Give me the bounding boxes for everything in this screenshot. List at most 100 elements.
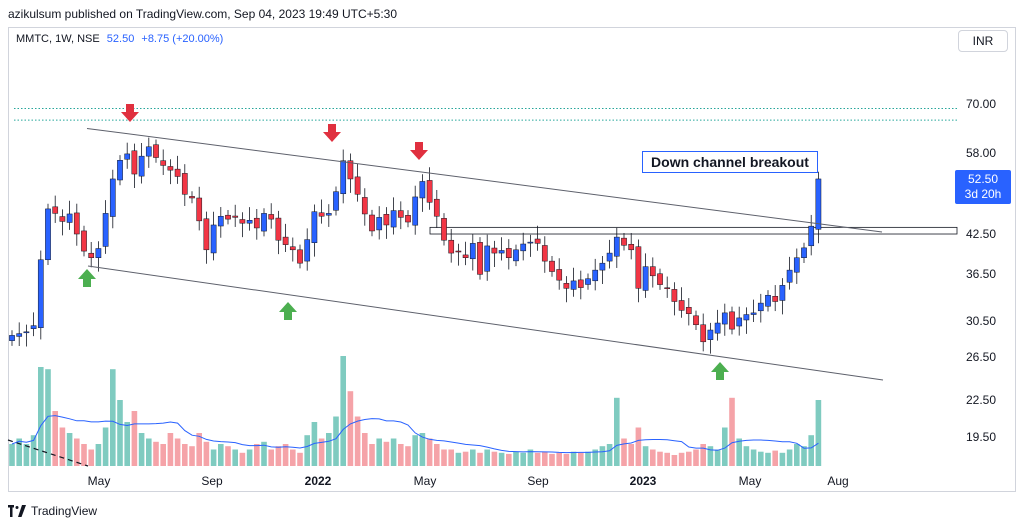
volume-bar xyxy=(722,427,728,466)
candle-body xyxy=(37,259,44,328)
volume-bar xyxy=(434,444,440,466)
candle-body xyxy=(354,176,361,195)
up-arrow-icon xyxy=(78,269,96,287)
candle-body xyxy=(23,331,30,334)
volume-bar xyxy=(606,444,613,466)
candle-body xyxy=(9,335,15,341)
volume-ma-layer xyxy=(7,415,819,467)
volume-bar xyxy=(477,452,483,466)
candle-body xyxy=(117,160,123,181)
candle-body xyxy=(304,239,311,262)
volume-bar xyxy=(405,446,411,466)
volume-bar xyxy=(441,449,447,466)
candle-body xyxy=(225,214,231,220)
volume-bar xyxy=(354,416,361,466)
candle-body xyxy=(707,329,714,340)
volume-bar xyxy=(419,433,426,466)
volume-bar xyxy=(513,451,519,466)
time-tick-label: Aug xyxy=(827,474,848,488)
candle-body xyxy=(549,260,555,272)
volume-bar xyxy=(254,444,260,466)
volume-bar xyxy=(311,422,318,466)
volume-bar xyxy=(239,452,246,466)
volume-bar xyxy=(534,452,541,466)
volume-bar xyxy=(772,450,778,466)
volume-bar xyxy=(729,397,735,466)
candle-body xyxy=(621,237,627,246)
candle-body xyxy=(268,214,275,220)
volume-bar xyxy=(671,455,678,466)
candle-body xyxy=(412,196,419,226)
candle-body xyxy=(160,160,167,166)
volume-bar xyxy=(592,449,598,466)
volume-bar xyxy=(578,452,584,466)
volume-bar xyxy=(664,452,670,466)
volume-bar xyxy=(304,435,310,466)
candle-body xyxy=(261,213,267,232)
volume-bar xyxy=(650,449,656,466)
candle-body xyxy=(383,214,390,226)
candle-body xyxy=(397,210,404,218)
candle-body xyxy=(153,144,159,158)
volume-bar xyxy=(642,446,649,466)
candle-body xyxy=(592,269,599,282)
candle-body xyxy=(743,314,750,321)
volume-bar xyxy=(189,446,195,466)
candle-body xyxy=(297,249,303,264)
candle-body xyxy=(556,269,563,281)
candle-body xyxy=(311,211,318,243)
volume-bar xyxy=(9,444,15,466)
volume-bar xyxy=(758,451,764,466)
currency-button[interactable]: INR xyxy=(958,30,1008,52)
volume-bar xyxy=(686,451,692,466)
volume-bar xyxy=(369,444,375,466)
volume-bar xyxy=(246,449,253,466)
volume-bar xyxy=(210,449,217,466)
candle-body xyxy=(426,180,433,203)
footer-brand[interactable]: TradingView xyxy=(8,504,97,518)
volume-bar xyxy=(786,449,793,466)
volume-bar xyxy=(88,449,94,466)
price-tick-label: 70.00 xyxy=(966,97,996,111)
volume-bar xyxy=(275,446,282,466)
candle-body xyxy=(232,215,239,218)
volume-bar xyxy=(297,452,303,466)
volume-bar xyxy=(138,433,145,466)
volume-bar xyxy=(390,438,397,466)
candle-body xyxy=(325,213,332,216)
volume-bar xyxy=(146,438,152,466)
volume-bar xyxy=(182,444,188,466)
candle-body xyxy=(210,224,217,254)
badge-countdown: 3d 20h xyxy=(964,187,1002,201)
time-tick-label: May xyxy=(88,474,111,488)
candle-body xyxy=(693,315,699,326)
arrows-layer xyxy=(78,104,729,380)
volume-bar xyxy=(549,453,555,466)
channel-upper-line xyxy=(86,127,883,233)
candle-body xyxy=(217,215,224,227)
volume-bar xyxy=(462,451,469,466)
candle-body xyxy=(340,160,347,195)
down-arrow-icon xyxy=(323,124,341,142)
volume-bar xyxy=(556,452,562,466)
volume-bar xyxy=(563,453,570,466)
candle-body xyxy=(73,212,80,235)
time-tick-label: Sep xyxy=(527,474,549,488)
volume-bar xyxy=(203,441,210,466)
volume-bar xyxy=(74,438,80,466)
volume-bar xyxy=(750,449,757,466)
publisher-line: azikulsum published on TradingView.com, … xyxy=(8,7,398,21)
time-axis: May Sep 2022 May Sep 2023 May Aug xyxy=(88,474,849,488)
volume-bar xyxy=(527,449,534,466)
candle-body xyxy=(599,262,606,271)
candle-body xyxy=(520,243,527,252)
candle-body xyxy=(441,218,447,241)
time-tick-label: May xyxy=(414,474,437,488)
candle-body xyxy=(196,197,203,222)
candle-body xyxy=(563,283,570,289)
volume-bar xyxy=(30,435,37,466)
candle-body xyxy=(779,285,786,301)
volume-bar xyxy=(124,422,130,466)
candle-body xyxy=(289,246,296,251)
